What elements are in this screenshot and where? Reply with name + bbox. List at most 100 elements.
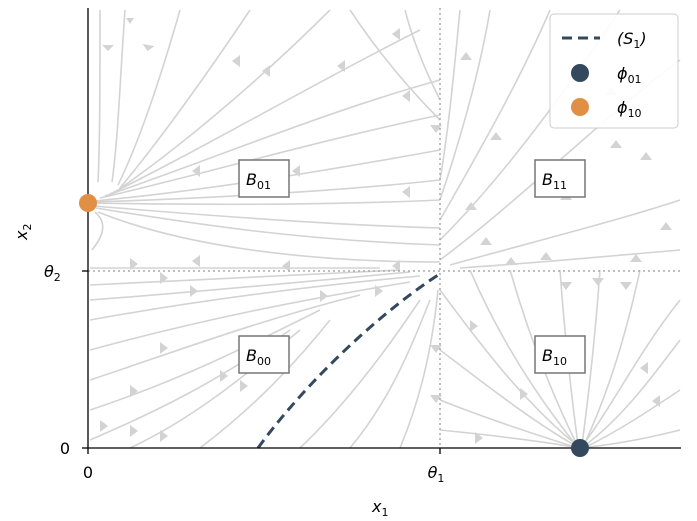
svg-text:B01: B01 [246,170,271,192]
stream-arrow [402,90,410,102]
streamline [97,9,101,183]
stream-arrow [160,342,168,354]
stream-arrow [160,272,168,284]
streamline [119,9,251,189]
stream-arrow [402,186,410,198]
region-label-b00: B00 [238,335,290,374]
streamline [404,9,441,101]
fixed-point-phi10 [79,194,97,212]
stream-arrow [100,420,108,432]
streamline [95,207,441,246]
svg-text:B11: B11 [542,170,567,192]
streamline [89,294,361,381]
legend-phi01-swatch [571,64,589,82]
streamline [583,339,681,447]
streamline [439,289,579,447]
stream-arrow [220,370,228,382]
stream-arrow [126,18,134,24]
stream-arrow [460,52,472,60]
stream-arrow [592,278,604,286]
streamline [581,269,601,446]
stream-arrow [640,152,652,160]
streamline [439,349,577,447]
region-label-b10: B10 [534,335,586,374]
streamline [117,9,181,186]
streamline [199,319,331,448]
streamline [89,269,401,286]
stream-arrow [392,260,400,272]
streamline [89,275,421,321]
streamline [89,199,441,206]
stream-arrow [560,282,572,290]
stream-arrow [620,282,632,290]
x-ticks [87,448,441,454]
stream-arrow [192,165,200,177]
stream-arrow [320,290,328,302]
streamline [469,269,577,446]
legend: (S1) ϕ01 ϕ10 [549,13,679,129]
stream-arrow [520,388,528,400]
legend-phi10-swatch [571,98,589,116]
stream-arrow [490,132,502,140]
svg-text:B10: B10 [542,346,567,368]
stream-arrow [430,345,442,353]
streamline [91,211,104,251]
x-tick-label-0: 0 [83,463,93,482]
streamline [299,299,421,448]
stream-arrow [240,380,248,392]
streamline [117,9,331,191]
streamline [439,429,575,448]
stream-arrow [282,260,290,272]
region-label-b11: B11 [534,159,586,198]
stream-arrow [232,55,240,67]
stream-arrow [375,285,383,297]
stream-arrow [130,258,138,270]
x-tick-label-theta1: θ1 [428,463,445,485]
streamline [399,289,439,448]
streamline [89,309,321,411]
stream-arrow [465,202,477,210]
x-axis-label: x1 [371,497,388,519]
stream-arrow [292,165,300,177]
stream-arrow [480,237,492,245]
stream-arrow [190,285,198,297]
separatrix-s1 [256,273,439,449]
stream-arrow [130,425,138,437]
stream-arrow [430,395,442,403]
streamline [585,389,681,448]
streamline [583,269,641,446]
streamline [581,299,681,447]
stream-arrow [392,28,400,40]
stream-arrow [505,257,517,265]
streamline [89,281,411,351]
stream-arrow [470,320,478,332]
stream-arrow [640,362,648,374]
streamline [111,9,126,183]
stream-arrow [337,60,345,72]
streamline [439,399,576,448]
y-ticks [82,270,88,449]
fixed-point-phi01 [571,439,589,457]
stream-arrow [652,395,660,407]
y-axis-label: x2 [12,224,34,241]
stream-arrow [430,125,442,133]
stream-arrow [660,222,672,230]
streamline [439,9,461,181]
streamline [89,271,411,301]
legend-phi10-label: ϕ10 [617,98,642,120]
stream-arrows [100,18,672,444]
stream-arrow [610,140,622,148]
streamline [104,79,441,197]
streamline [449,199,681,266]
streamline [439,9,491,201]
svg-text:B00: B00 [246,346,271,368]
streamline [97,211,441,263]
streamline [99,114,441,199]
streamline [349,299,431,448]
stream-arrow [142,44,155,51]
stream-arrow [102,45,114,51]
y-tick-label-0: 0 [60,439,70,458]
stream-arrow [262,65,270,77]
stream-arrow [192,255,200,267]
